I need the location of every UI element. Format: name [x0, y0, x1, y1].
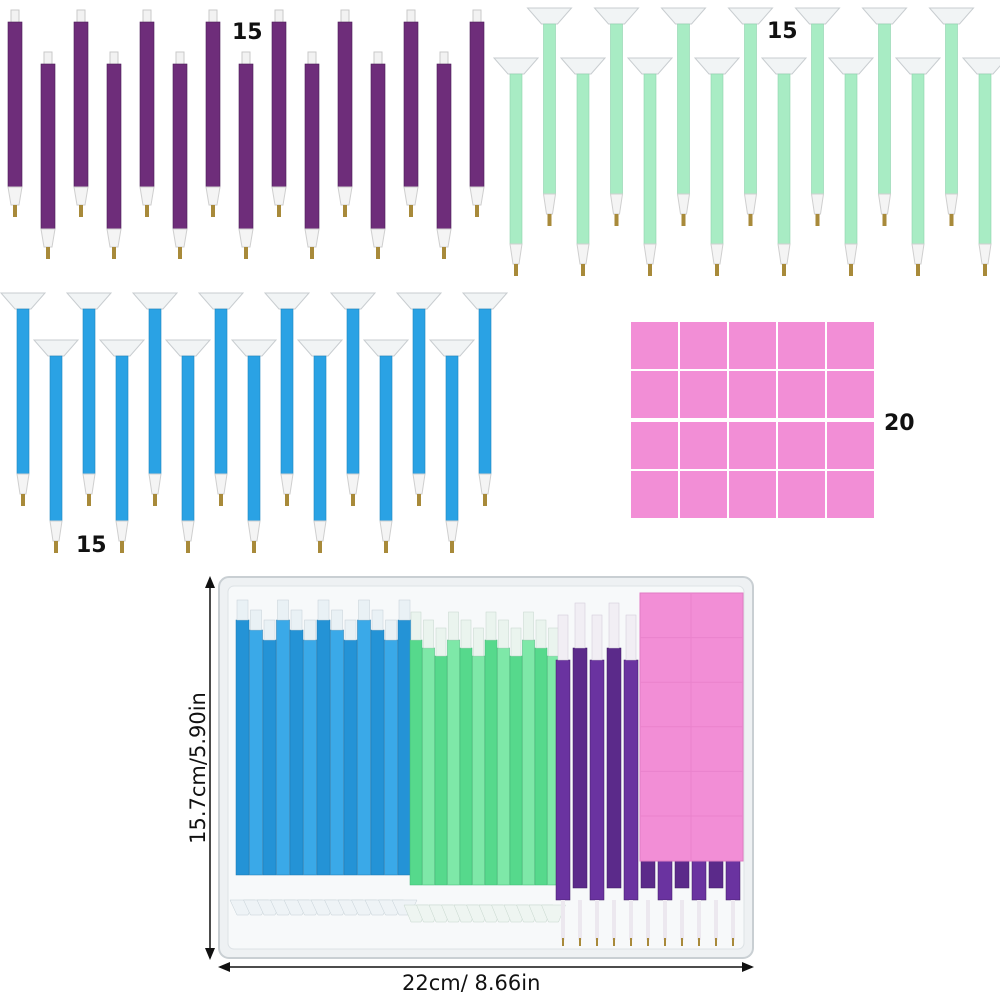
green-pen	[894, 57, 942, 276]
purple-pen	[73, 9, 89, 217]
storage-case	[218, 576, 754, 959]
wax-pad	[631, 471, 678, 518]
wax-pad	[729, 422, 776, 469]
green-pen	[693, 57, 741, 276]
blue-pen	[263, 292, 311, 506]
blue-pen	[395, 292, 443, 506]
case-green-pen	[516, 611, 541, 923]
purple-pen	[370, 51, 386, 259]
case-blue-pen	[364, 609, 391, 916]
blue-pen	[32, 339, 80, 553]
green-pen	[861, 7, 908, 226]
blue-pen	[296, 339, 344, 553]
purple-pen	[40, 51, 56, 259]
wax-pad	[827, 471, 874, 518]
blue-pen	[131, 292, 179, 506]
wax-pad	[631, 371, 678, 418]
wax-pad	[827, 322, 874, 369]
green-pen	[727, 7, 774, 226]
purple-pen	[238, 51, 254, 259]
purple-pen	[172, 51, 188, 259]
blue-pens-group	[0, 292, 509, 553]
purple-pen	[403, 9, 419, 217]
case-blue-pen	[337, 619, 364, 916]
blue-pen	[230, 339, 278, 553]
wax-pad	[729, 371, 776, 418]
blue-pen	[428, 339, 476, 553]
case-purple-pen	[555, 614, 571, 946]
blue-pen	[197, 292, 245, 506]
green-pen	[928, 7, 975, 226]
blue-pen	[164, 339, 212, 553]
green-pen	[492, 57, 540, 276]
purple-pens-group	[7, 9, 485, 259]
wax-pad	[827, 371, 874, 418]
wax-pads-sheet	[631, 322, 874, 518]
wax-pad	[778, 322, 825, 369]
purple-pen	[337, 9, 353, 217]
blue-pen	[65, 292, 113, 506]
wax-pad	[827, 422, 874, 469]
wax-pad	[680, 471, 727, 518]
green-pen	[593, 7, 640, 226]
purple-pen	[271, 9, 287, 217]
purple-pen	[304, 51, 320, 259]
purple-pen	[469, 9, 485, 217]
case-blue-pen	[324, 609, 350, 916]
green-pen	[827, 57, 875, 276]
wax-pad	[729, 471, 776, 518]
green-pen	[526, 7, 573, 226]
wax-pad-count: 20	[884, 411, 915, 436]
blue-pen	[329, 292, 377, 506]
blue-pen	[98, 339, 146, 553]
green-pens-group	[492, 7, 1000, 276]
wax-pad	[680, 422, 727, 469]
green-pen-count: 15	[767, 19, 798, 44]
blue-pen	[362, 339, 410, 553]
case-height-label: 15.7cm/5.90in	[186, 692, 210, 844]
green-pen	[626, 57, 674, 276]
blue-pen	[0, 292, 47, 506]
wax-pad	[631, 322, 678, 369]
wax-pad	[778, 422, 825, 469]
wax-pad	[729, 322, 776, 369]
purple-pen	[205, 9, 221, 217]
wax-pad	[778, 371, 825, 418]
case-purple-pen	[572, 602, 588, 946]
blue-pen-count: 15	[76, 533, 107, 558]
green-pen	[794, 7, 841, 226]
green-pen	[760, 57, 808, 276]
wax-pad	[680, 371, 727, 418]
green-pen	[559, 57, 607, 276]
case-purple-pen	[606, 602, 622, 946]
wax-pad	[680, 322, 727, 369]
purple-pen	[106, 51, 122, 259]
purple-pen-count: 15	[232, 20, 263, 45]
purple-pen	[139, 9, 155, 217]
dimension-arrows	[205, 576, 754, 972]
case-green-pen	[453, 619, 479, 923]
case-purple-pen	[623, 614, 639, 946]
wax-pad	[631, 422, 678, 469]
case-width-label: 22cm/ 8.66in	[402, 971, 541, 995]
wax-pad	[778, 471, 825, 518]
case-green-pen	[478, 611, 504, 923]
purple-pen	[436, 51, 452, 259]
green-pen	[660, 7, 707, 226]
green-pen	[961, 57, 1000, 276]
case-blue-pen	[283, 609, 310, 916]
blue-pen	[461, 292, 509, 506]
case-purple-pen	[589, 614, 605, 946]
purple-pen	[7, 9, 23, 217]
